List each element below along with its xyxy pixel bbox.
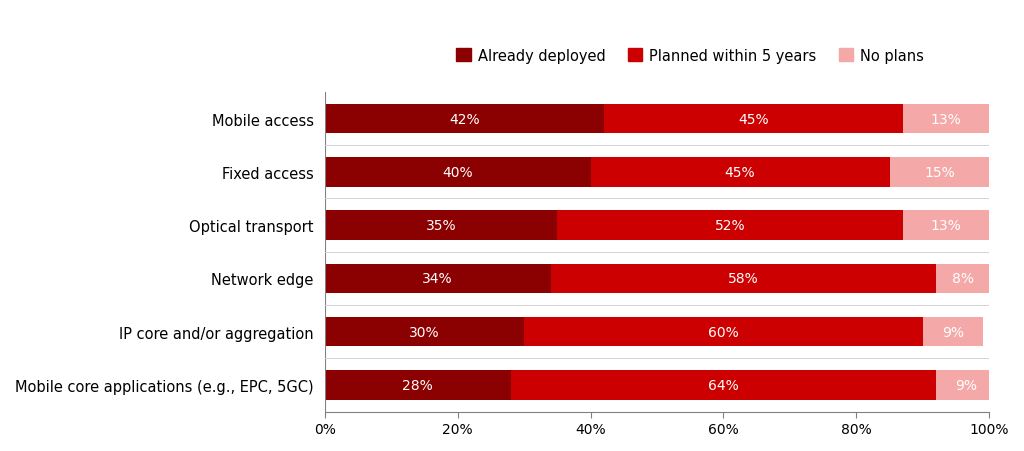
Bar <box>325 370 511 400</box>
Bar <box>604 105 903 134</box>
Bar <box>511 370 936 400</box>
Bar <box>325 318 524 346</box>
Text: 60%: 60% <box>708 325 739 339</box>
Text: 13%: 13% <box>931 112 962 126</box>
Bar <box>923 318 983 346</box>
Bar <box>890 158 989 187</box>
Bar <box>325 105 604 134</box>
Bar <box>325 211 557 240</box>
Text: 34%: 34% <box>422 272 453 286</box>
Bar <box>557 211 903 240</box>
Text: 9%: 9% <box>955 378 977 392</box>
Bar <box>591 158 890 187</box>
Text: 40%: 40% <box>442 166 473 179</box>
Bar <box>903 211 989 240</box>
Text: 35%: 35% <box>426 219 457 233</box>
Text: 42%: 42% <box>449 112 479 126</box>
Text: 45%: 45% <box>725 166 756 179</box>
Text: 8%: 8% <box>951 272 974 286</box>
Bar <box>903 105 989 134</box>
Text: 13%: 13% <box>931 219 962 233</box>
Bar <box>325 158 591 187</box>
Text: 64%: 64% <box>708 378 739 392</box>
Bar <box>325 264 551 294</box>
Bar <box>936 370 996 400</box>
Text: 45%: 45% <box>738 112 769 126</box>
Text: 28%: 28% <box>402 378 433 392</box>
Text: 15%: 15% <box>924 166 954 179</box>
Legend: Already deployed, Planned within 5 years, No plans: Already deployed, Planned within 5 years… <box>451 43 930 69</box>
Text: 52%: 52% <box>715 219 745 233</box>
Text: 30%: 30% <box>410 325 439 339</box>
Text: 9%: 9% <box>942 325 964 339</box>
Bar <box>936 264 989 294</box>
Bar <box>524 318 923 346</box>
Bar <box>551 264 936 294</box>
Text: 58%: 58% <box>728 272 759 286</box>
